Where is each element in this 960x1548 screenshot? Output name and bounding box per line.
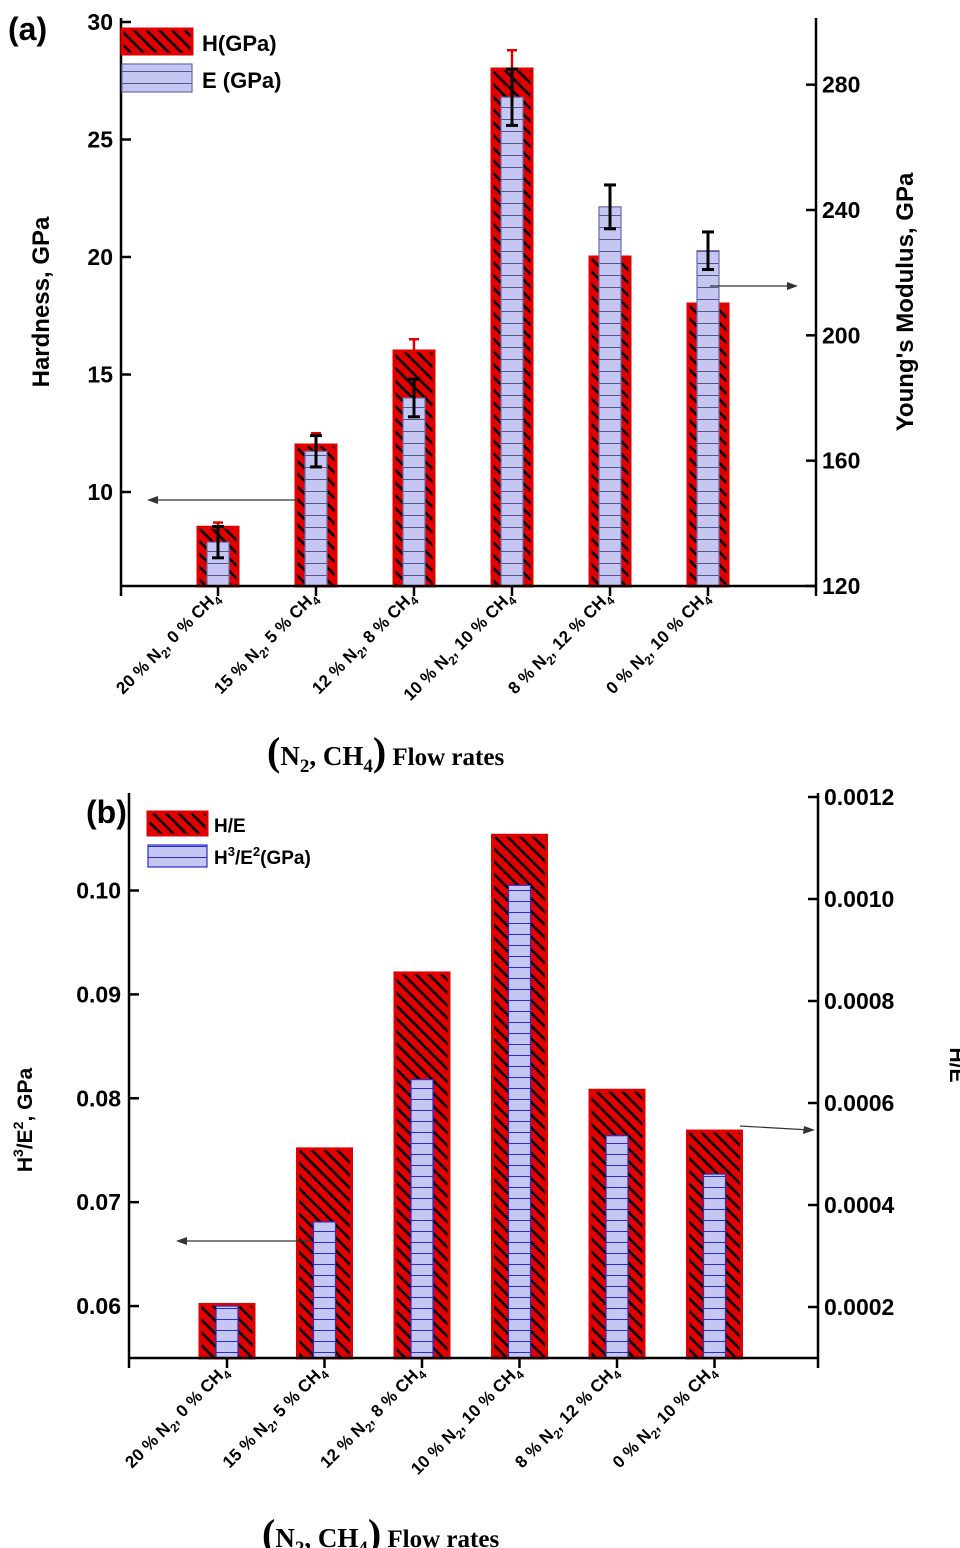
left-tick-label-1: 15: [87, 362, 113, 388]
left-tick-label-0: 10: [87, 479, 113, 505]
category-label-2: 12 % N2, 8 % CH4: [308, 587, 421, 700]
panel-b-bars: [198, 833, 743, 1360]
panel-b-arrow-left: [176, 1237, 312, 1245]
panel-a-bars: [196, 48, 730, 588]
panel-b-legend: H/E H3/E2(GPa): [146, 810, 311, 869]
bar-h3-over-e2-5: [702, 1173, 727, 1359]
panel-a-x-axis-label: (N2, CH4) Flow rates: [267, 729, 504, 777]
category-label-2: 12 % N2, 8 % CH4: [316, 1361, 429, 1474]
panel-a-left-axis-label: Hardness, GPa: [28, 216, 55, 387]
panel-a-arrow-left: [147, 496, 296, 504]
legend-he-label: H/E: [214, 816, 246, 837]
bar-h3-over-e2-1: [312, 1221, 337, 1359]
left-tick-label-3: 0.09: [76, 981, 121, 1007]
right-tick-label-1: 160: [822, 448, 860, 474]
left-tick-label-4: 0.10: [76, 878, 121, 904]
category-label-1: 15 % N2, 5 % CH4: [210, 587, 323, 700]
left-tick-label-0: 0.06: [76, 1293, 121, 1319]
right-tick-label-0: 0.0002: [824, 1294, 894, 1320]
bar-modulus-3: [500, 96, 524, 587]
right-tick-label-4: 280: [822, 72, 860, 98]
legend-he-swatch: [146, 810, 209, 837]
category-label-0: 20 % N2, 0 % CH4: [121, 1361, 234, 1474]
right-tick-label-3: 240: [822, 197, 860, 223]
error-bar-modulus-1: [310, 434, 322, 469]
panel-b-ticks: 0.06 0.07 0.08 0.09 0.10 0.0002 0.0004 0.0006 0.…: [76, 784, 895, 1368]
category-label-0: 20 % N2, 0 % CH4: [112, 587, 225, 700]
left-tick-label-2: 20: [87, 244, 113, 270]
right-tick-label-3: 0.0008: [824, 988, 895, 1014]
panel-b-left-axis-label: H3/E2, GPa: [10, 1068, 37, 1173]
category-label-1: 15 % N2, 5 % CH4: [219, 1361, 332, 1474]
left-tick-label-4: 30: [87, 9, 113, 35]
category-label-4: 8 % N2, 12 % CH4: [504, 587, 617, 700]
legend-h-swatch: [120, 27, 194, 56]
legend-e-label: E (GPa): [202, 68, 281, 93]
panel-b-x-axis-label: (N2, CH4) Flow rates: [262, 1511, 499, 1548]
bar-modulus-2: [402, 397, 426, 587]
panel-a: (a) 10 15 20 25 30 120 160 200 240 280 20 % N2, 0…: [8, 9, 919, 777]
error-bar-modulus-4: [604, 183, 616, 231]
panel-b-arrow-right: [739, 1125, 815, 1134]
bar-modulus-5: [696, 250, 720, 587]
error-bar-modulus-5: [702, 230, 714, 272]
bar-modulus-1: [304, 450, 328, 587]
error-bar-hardness-3: [507, 48, 517, 69]
right-tick-label-5: 0.0012: [824, 784, 894, 810]
panel-b-label: (b): [86, 794, 127, 830]
bar-h3-over-e2-3: [507, 884, 532, 1359]
category-label-5: 0 % N2, 10 % CH4: [602, 587, 715, 700]
bar-h3-over-e2-2: [410, 1078, 434, 1359]
error-bar-modulus-3: [506, 67, 518, 127]
panel-a-label: (a): [8, 11, 47, 47]
left-tick-label-1: 0.07: [76, 1189, 121, 1215]
left-tick-label-2: 0.08: [76, 1085, 121, 1111]
error-bar-modulus-0: [212, 524, 224, 560]
category-label-5: 0 % N2, 10 % CH4: [609, 1361, 722, 1474]
right-tick-label-4: 0.0010: [824, 886, 894, 912]
panel-b-right-axis-label: H/E: [945, 1047, 960, 1082]
panel-a-legend: H(GPa) E (GPa): [120, 27, 281, 93]
category-label-4: 8 % N2, 12 % CH4: [511, 1361, 624, 1474]
panel-a-arrow-right: [710, 282, 798, 290]
panel-b-axes: [127, 793, 820, 1360]
legend-h3e2-label: H3/E2(GPa): [214, 844, 311, 869]
legend-e-swatch: [121, 63, 193, 93]
bar-modulus-4: [598, 206, 622, 587]
legend-h-label: H(GPa): [202, 31, 277, 56]
bar-h3-over-e2-0: [215, 1305, 239, 1359]
panel-b: (b) 0.06 0.07 0.08 0.09 0.10 0.0002 0.0004 0.00…: [10, 784, 960, 1548]
right-tick-label-0: 120: [822, 573, 860, 599]
error-bar-hardness-2: [409, 338, 419, 351]
bar-h3-over-e2-4: [605, 1135, 629, 1359]
panel-a-right-axis-label: Young's Modulus, GPa: [892, 172, 919, 431]
panel-a-ticks: 10 15 20 25 30 120 160 200 240 280: [87, 9, 860, 599]
right-tick-label-2: 200: [822, 322, 860, 348]
left-tick-label-3: 25: [87, 127, 113, 153]
right-tick-label-2: 0.0006: [824, 1090, 894, 1116]
error-bar-modulus-2: [408, 377, 420, 419]
right-tick-label-1: 0.0004: [824, 1192, 895, 1218]
legend-h3e2-swatch: [147, 844, 208, 868]
